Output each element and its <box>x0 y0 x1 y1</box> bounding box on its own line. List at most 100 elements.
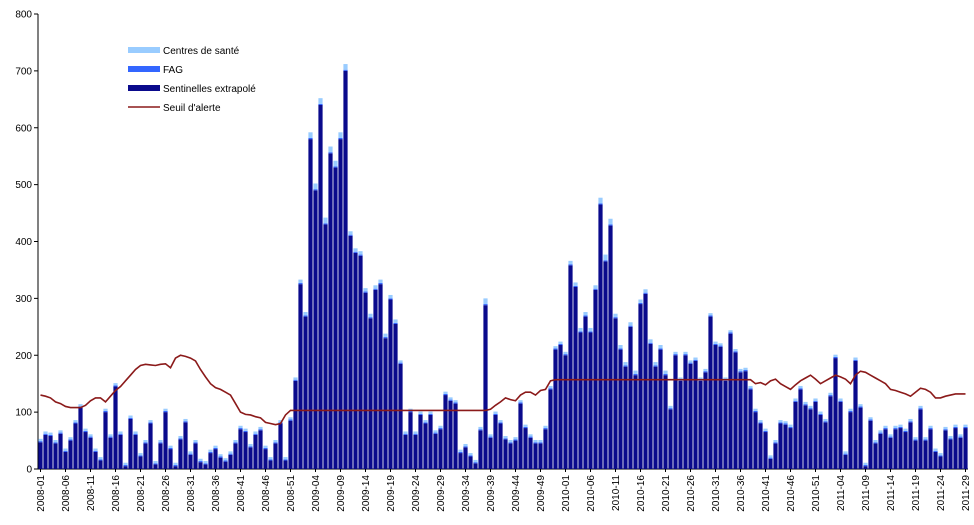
bar-segment <box>423 420 428 423</box>
bar-segment <box>48 432 53 435</box>
bar-segment <box>38 438 43 442</box>
bar-segment <box>128 415 133 418</box>
bar-segment <box>153 464 158 469</box>
bar-segment <box>538 443 543 469</box>
bar-segment <box>393 322 398 324</box>
x-tick-label: 2009-14 <box>361 475 372 512</box>
bar-segment <box>913 439 918 441</box>
bar-segment <box>153 461 158 464</box>
bar-segment <box>98 459 103 461</box>
bar-segment <box>918 405 923 409</box>
bar-segment <box>938 453 943 456</box>
bar-segment <box>298 284 303 469</box>
bar-segment <box>158 439 163 443</box>
x-tick-label: 2008-06 <box>61 475 72 512</box>
bar-segment <box>483 305 488 469</box>
bar-segment <box>283 459 288 461</box>
bar-segment <box>113 385 118 387</box>
bar-segment <box>708 313 713 316</box>
bar-segment <box>128 418 133 469</box>
x-tick-label: 2008-11 <box>86 475 97 511</box>
bar-segment <box>758 422 763 424</box>
bar-segment <box>743 367 748 371</box>
bar-segment <box>223 461 228 469</box>
bar-segment <box>358 254 363 256</box>
bar-segment <box>383 337 388 339</box>
bar-segment <box>313 190 318 469</box>
bar-segment <box>258 430 263 469</box>
bar-segment <box>523 426 528 429</box>
bar-segment <box>243 428 248 431</box>
bar-segment <box>103 412 108 469</box>
bar-segment <box>683 354 688 356</box>
bar-segment <box>373 285 378 289</box>
bar-segment <box>693 359 698 361</box>
bar-segment <box>283 460 288 469</box>
bar-segment <box>823 421 828 423</box>
bar-segment <box>278 420 283 423</box>
bar-segment <box>728 333 733 469</box>
bar-segment <box>368 317 373 319</box>
bar-segment <box>903 430 908 433</box>
bar-segment <box>363 292 368 469</box>
bar-segment <box>288 419 293 421</box>
bar-segment <box>123 465 128 467</box>
bar-segment <box>443 393 448 396</box>
bar-segment <box>318 98 323 104</box>
bar-segment <box>708 316 713 469</box>
bar-segment <box>413 434 418 469</box>
bar-segment <box>328 146 333 153</box>
bar-segment <box>788 424 793 427</box>
bar-segment <box>553 346 558 349</box>
y-tick-label: 200 <box>15 351 32 362</box>
bar-segment <box>728 330 733 333</box>
bar-segment <box>53 442 58 444</box>
bar-segment <box>718 345 723 347</box>
x-tick-label: 2010-36 <box>736 475 747 512</box>
bar-segment <box>38 442 43 469</box>
bar-segment <box>748 389 753 469</box>
bar-segment <box>803 404 808 406</box>
bar-segment <box>338 139 343 469</box>
bar-segment <box>518 400 523 403</box>
bar-segment <box>833 358 838 469</box>
bar-segment <box>633 374 638 376</box>
bar-segment <box>183 422 188 469</box>
bar-segment <box>648 342 653 344</box>
bar-segment <box>263 449 268 469</box>
bar-segment <box>143 443 148 469</box>
bar-segment <box>548 385 553 389</box>
bar-segment <box>938 456 943 469</box>
bar-segment <box>253 434 258 469</box>
bar-segment <box>598 197 603 204</box>
bar-segment <box>183 418 188 422</box>
bar-segment <box>378 284 383 469</box>
bar-segment <box>603 261 608 469</box>
bar-segment <box>753 410 758 413</box>
bar-segment <box>593 288 598 290</box>
bar-segment <box>268 459 273 461</box>
x-tick-label: 2009-19 <box>386 475 397 512</box>
bar-segment <box>253 431 258 434</box>
bar-segment <box>868 419 873 421</box>
bar-segment <box>268 460 273 469</box>
bar-segment <box>693 360 698 469</box>
bar-segment <box>338 137 343 140</box>
bar-segment <box>883 428 888 430</box>
bar-segment <box>433 433 438 469</box>
bar-segment <box>723 380 728 469</box>
bar-segment <box>503 438 508 440</box>
bar-segment <box>433 430 438 433</box>
bar-segment <box>473 462 478 464</box>
bar-segment <box>738 372 743 469</box>
bar-segment <box>418 414 423 469</box>
bar-segment <box>898 426 903 429</box>
bar-segment <box>163 410 168 413</box>
bar-segment <box>398 362 403 364</box>
bar-segment <box>908 422 913 469</box>
bar-segment <box>638 304 643 469</box>
bar-segment <box>868 420 873 469</box>
bar-segment <box>523 424 528 427</box>
bar-segment <box>728 332 733 334</box>
bar-segment <box>338 132 343 138</box>
